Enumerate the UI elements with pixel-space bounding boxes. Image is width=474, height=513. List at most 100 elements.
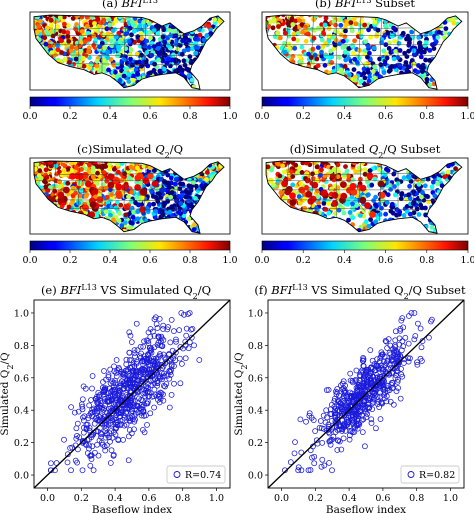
gauge-point [353, 77, 358, 83]
gauge-point [322, 22, 328, 28]
map-title-c: (c)Simulated Q2/Q [77, 142, 183, 160]
gauge-point [77, 62, 83, 68]
gauge-point [299, 170, 305, 175]
gauge-point [121, 73, 127, 79]
gauge-point [366, 192, 371, 198]
gauge-point [166, 184, 172, 190]
colorbar-tick-label: 0.4 [337, 111, 352, 122]
colorbar-tick-label: 0.6 [142, 255, 157, 266]
colorbar-tick-label: 0.4 [102, 111, 117, 122]
gauge-point [193, 44, 199, 50]
gauge-point [426, 199, 431, 205]
gauge-point-large [320, 189, 328, 197]
gauge-point [169, 190, 175, 195]
gauge-point [170, 29, 176, 34]
gauge-point [119, 60, 125, 66]
gauge-point [197, 177, 203, 183]
gauge-point [127, 225, 133, 230]
gauge-point [91, 42, 97, 48]
gauge-point [74, 165, 79, 170]
gauge-point [128, 47, 134, 53]
gauge-point [79, 28, 85, 34]
gauge-point [73, 190, 78, 196]
gauge-point [217, 18, 223, 24]
gauge-point [173, 33, 179, 39]
gauge-point [337, 17, 342, 23]
gauge-point [291, 36, 297, 42]
gauge-point [416, 181, 422, 187]
gauge-point [384, 166, 389, 172]
gauge-point [97, 44, 102, 50]
gauge-point [105, 31, 111, 36]
gauge-point [342, 49, 348, 55]
gauge-point [310, 46, 316, 52]
gauge-point [406, 192, 412, 198]
gauge-point [135, 216, 141, 222]
gauge-point [276, 161, 281, 167]
gauge-point [138, 30, 144, 36]
gauge-point-large [151, 180, 159, 188]
gauge-point [70, 52, 76, 58]
gauge-point [427, 58, 432, 63]
gauge-point [427, 48, 433, 53]
gauge-point [57, 179, 62, 184]
gauge-point [116, 218, 122, 224]
gauge-point [73, 46, 79, 51]
gauge-point [342, 64, 348, 69]
gauge-point [419, 194, 424, 200]
gauge-point [374, 203, 379, 209]
gauge-point [353, 21, 359, 27]
gauge-point [351, 50, 356, 56]
gauge-point [332, 42, 338, 48]
gauge-point [350, 206, 355, 211]
gauge-point [269, 167, 274, 173]
gauge-point [337, 41, 342, 47]
gauge-point [415, 69, 421, 75]
gauge-point [323, 53, 329, 58]
gauge-point [289, 16, 295, 22]
gauge-point [161, 66, 167, 72]
gauge-point [411, 48, 417, 54]
gauge-point-large [112, 176, 120, 184]
gauge-point [130, 214, 136, 220]
gauge-point [397, 48, 403, 53]
gauge-point [111, 62, 117, 68]
gauge-point [183, 41, 189, 47]
gauge-point-large [289, 199, 297, 206]
gauge-point [298, 59, 303, 65]
gauge-point [326, 33, 332, 39]
gauge-point [331, 167, 337, 172]
gauge-point [87, 162, 92, 168]
gauge-point [404, 36, 409, 42]
gauge-point [128, 199, 134, 204]
gauge-point [187, 54, 193, 59]
gauge-point [185, 47, 191, 53]
gauge-point [416, 35, 422, 40]
gauge-point-large [305, 190, 313, 198]
gauge-point [297, 54, 303, 59]
gauge-point [353, 198, 358, 204]
gauge-point [127, 52, 133, 58]
gauge-point [126, 79, 132, 84]
gauge-point-large [139, 206, 147, 214]
gauge-point [122, 171, 127, 177]
gauge-point [363, 219, 369, 225]
gauge-point [431, 179, 436, 185]
gauge-point [59, 50, 64, 55]
gauge-point [134, 165, 140, 171]
gauge-point [367, 168, 373, 174]
gauge-point [188, 60, 194, 65]
gauge-point [114, 74, 120, 79]
gauge-point [346, 72, 352, 78]
gauge-point [134, 195, 140, 200]
gauge-point [432, 193, 438, 199]
gauge-point [392, 192, 398, 198]
gauge-point [115, 62, 120, 67]
gauge-point [333, 211, 338, 216]
gauge-point [173, 41, 179, 47]
gauge-point-large [340, 192, 348, 200]
gauge-point-large [369, 211, 376, 218]
gauge-point [427, 82, 433, 88]
gauge-point [358, 213, 363, 218]
gauge-point [67, 60, 72, 65]
